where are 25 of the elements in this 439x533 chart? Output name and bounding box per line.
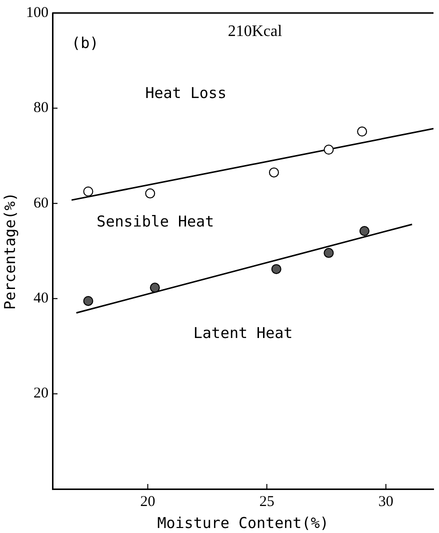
y-tick-label: 20 [34,386,48,402]
point [324,144,334,155]
x-tick-label: 20 [140,494,156,510]
point [357,126,368,137]
y-tick-label: 40 [34,290,48,307]
annotation: (b) [72,34,99,52]
point [83,186,94,196]
y-tick-label: 60 [34,195,48,212]
annotation: Sensible Heat [96,212,214,230]
point [359,226,370,236]
text: 210Kcal [228,23,283,40]
x-tick-label: 25 [259,494,274,510]
point [83,296,94,306]
x-tick-label: 30 [378,494,394,510]
point [150,282,160,293]
annotation: Heat Loss [145,84,226,102]
point [268,167,279,178]
y-tick-label: 100 [26,4,48,21]
point [271,264,282,274]
annotation: Latent Heat [193,324,293,342]
x-axis-title: Moisture Content(%) [157,514,329,532]
y-axis-title: Percentage(%) [0,192,19,310]
point [324,248,334,258]
y-tick-label: 80 [34,100,48,116]
point [145,188,156,198]
